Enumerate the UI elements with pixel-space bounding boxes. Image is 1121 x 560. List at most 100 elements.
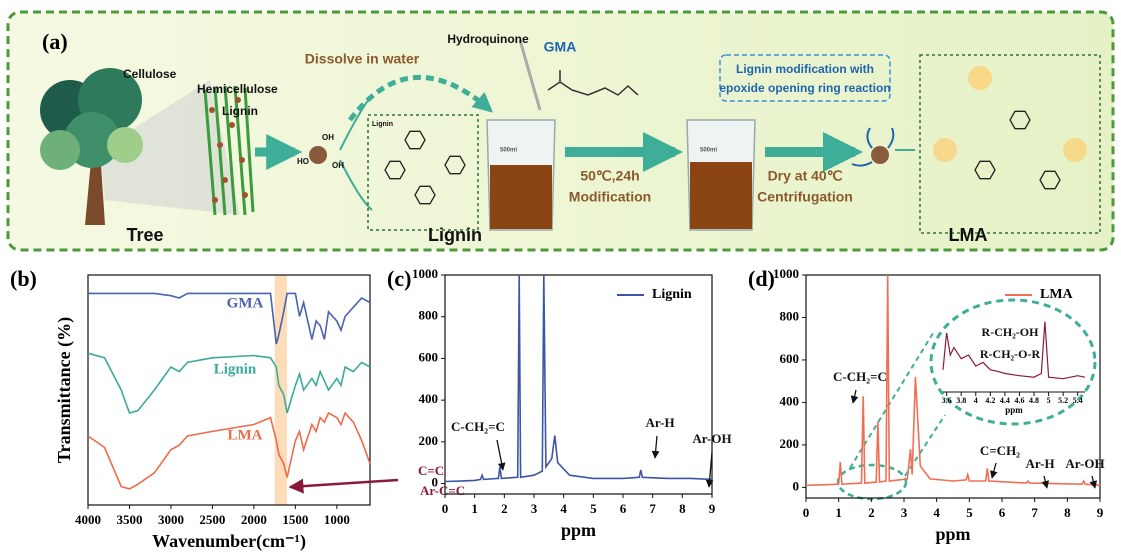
x-tick-label: 4.4	[1000, 396, 1010, 405]
x-tick-label: 2	[868, 505, 875, 520]
lignin-particle	[309, 146, 327, 164]
fiber-bundle	[203, 85, 255, 216]
y-tick-label: 200	[780, 436, 800, 451]
reagent-label: Hydroquinone	[447, 32, 529, 46]
annotation-arrow	[651, 435, 660, 459]
x-tick-label: 1000	[324, 512, 350, 527]
annotation-arrow	[288, 478, 399, 494]
panel-label: (d)	[748, 266, 775, 291]
annotation: C=C	[418, 463, 444, 478]
workup-text: Centrifugation	[757, 189, 853, 205]
x-tick-label: 1500	[282, 512, 308, 527]
x-axis-label: ppm	[1005, 405, 1023, 415]
chains	[851, 127, 895, 167]
annotation-arrow	[1089, 475, 1098, 489]
legend-label: LMA	[1040, 287, 1074, 302]
x-axis-label: ppm	[561, 520, 596, 540]
annotation: C-CH₂=C	[833, 369, 887, 384]
y-tick-label: 0	[432, 475, 439, 490]
x-tick-label: 3.8	[956, 396, 966, 405]
part-label: Lignin	[222, 104, 258, 118]
beaker-label: 500ml	[500, 148, 517, 154]
x-axis-label: Wavenumber(cm⁻¹)	[152, 531, 306, 552]
x-tick-label: 4.8	[1029, 396, 1039, 405]
annotation: C=CH₂	[980, 443, 1020, 458]
foliage	[40, 130, 80, 170]
y-tick-label: 600	[780, 351, 800, 366]
axes-frame	[444, 274, 713, 495]
x-tick-label: 8	[679, 501, 686, 516]
vinyl-glow	[968, 66, 992, 90]
lignin-coils	[209, 97, 248, 203]
x-tick-label: 5	[1047, 396, 1051, 405]
vinyl-glow	[1063, 138, 1087, 162]
annotation-arrow	[1041, 475, 1050, 489]
annotation: Ar-OH	[692, 431, 731, 446]
x-tick-label: 3.6	[942, 396, 952, 405]
y-tick-label: 0	[793, 478, 800, 493]
stage-label: Tree	[126, 225, 163, 245]
y-tick-label: 200	[419, 433, 439, 448]
condition-text: 50℃,24h	[580, 168, 639, 184]
x-tick-label: 6	[999, 505, 1006, 520]
solution	[690, 162, 752, 229]
x-tick-label: 8	[1064, 505, 1071, 520]
y-tick-label: 600	[419, 349, 439, 364]
panel-a-frame	[6, 10, 1115, 252]
condition-text: Modification	[569, 189, 651, 205]
gma-structure	[547, 70, 639, 96]
lma-particle	[871, 146, 889, 164]
group-label: OH	[332, 161, 344, 170]
structure-box	[367, 114, 479, 231]
x-tick-label: 0	[803, 505, 810, 520]
stage-label: Lignin	[428, 225, 482, 245]
beaker-label: 500ml	[700, 148, 717, 154]
zoom-ellipse	[836, 463, 908, 501]
y-tick-label: 1000	[773, 266, 799, 281]
spectrum-line	[88, 292, 371, 345]
legend-label: Lignin	[652, 287, 692, 302]
spectrum-line	[942, 321, 1086, 380]
x-tick-label: 0	[442, 501, 449, 516]
annotation-arrow	[850, 389, 859, 404]
y-tick-label: 800	[780, 308, 800, 323]
dissolve-arrow	[348, 75, 494, 122]
x-tick-label: 7	[649, 501, 656, 516]
annotation: Ar-OH	[1065, 456, 1104, 471]
solution	[490, 165, 552, 229]
panel-label: (b)	[10, 266, 37, 291]
stage-label: LMA	[949, 225, 988, 245]
series-label: LMA	[228, 427, 263, 443]
workup-text: Dry at 40℃	[768, 168, 843, 184]
x-tick-label: 2000	[241, 512, 267, 527]
y-tick-label: 400	[419, 391, 439, 406]
x-tick-label: 4.2	[985, 396, 995, 405]
spectrum-line	[444, 274, 713, 483]
annotation: C-CH₂=C	[451, 419, 505, 434]
spectrum-line	[87, 352, 371, 414]
structure-label: Lignin	[372, 121, 393, 128]
x-tick-label: 6	[620, 501, 627, 516]
x-tick-label: 1	[471, 501, 478, 516]
x-tick-label: 4	[933, 505, 940, 520]
x-tick-label: 3000	[158, 512, 184, 527]
annotation: R-CH₂-O-R	[980, 347, 1041, 361]
x-tick-label: 4	[974, 396, 978, 405]
x-tick-label: 3500	[116, 512, 142, 527]
part-label: Hemicellulose	[197, 82, 278, 96]
annotation-arrow	[990, 462, 998, 479]
spectrum-line	[87, 411, 371, 490]
vinyl-glow	[933, 138, 957, 162]
annotation: Ar-H	[645, 415, 674, 430]
x-tick-label: 3	[901, 505, 908, 520]
lma-structure-box	[919, 54, 1101, 234]
x-tick-label: 2500	[199, 512, 225, 527]
panel-label: (a)	[42, 29, 68, 54]
y-axis-label: Transmittance (%)	[54, 317, 75, 463]
group-label: OH	[322, 133, 334, 142]
spatula	[518, 39, 542, 111]
axes-frame	[87, 274, 371, 506]
annotation: Ar-C=C	[420, 483, 465, 498]
x-tick-label: 5.2	[1058, 396, 1068, 405]
